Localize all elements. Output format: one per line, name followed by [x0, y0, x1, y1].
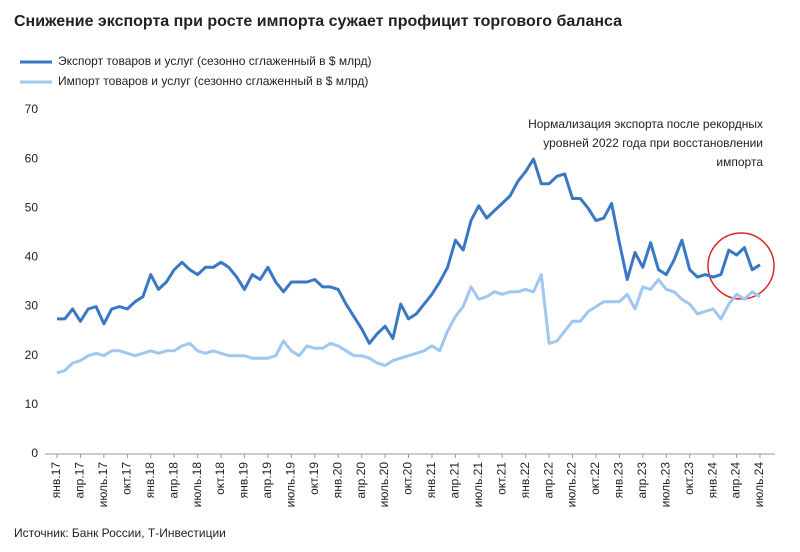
x-tick-label: июль.17	[96, 462, 110, 508]
annotation: импорта	[716, 155, 763, 169]
x-tick-label: окт.21	[494, 462, 508, 495]
y-tick-label: 70	[25, 102, 39, 116]
chart-title: Снижение экспорта при росте импорта сужа…	[14, 13, 622, 30]
y-tick-label: 30	[25, 299, 39, 313]
annotation: уровней 2022 года при восстановлении	[543, 136, 763, 150]
x-tick-label: янв.22	[518, 462, 532, 499]
x-tick-label: апр.18	[166, 462, 180, 499]
line-series	[56, 273, 761, 375]
y-tick-label: 40	[25, 250, 39, 264]
x-tick-label: апр.22	[541, 462, 555, 499]
x-tick-label: апр.20	[354, 462, 368, 499]
x-tick-label: апр.23	[635, 462, 649, 499]
x-tick-label: окт.18	[213, 462, 227, 495]
y-tick-label: 10	[25, 397, 39, 411]
y-tick-label: 0	[31, 446, 38, 460]
x-tick-label: янв.17	[49, 462, 63, 499]
x-tick-label: апр.21	[448, 462, 462, 499]
x-tick-label: янв.20	[330, 462, 344, 499]
x-tick-label: окт.19	[307, 462, 321, 495]
x-tick-label: апр.17	[73, 462, 87, 499]
y-tick-label: 60	[25, 151, 39, 165]
x-tick-label: июль.22	[565, 462, 579, 508]
x-tick-label: янв.21	[424, 462, 438, 499]
x-tick-label: янв.23	[612, 462, 626, 499]
x-tick-label: июль.23	[658, 462, 672, 508]
legend-label: Импорт товаров и услуг (сезонно сглаженн…	[58, 74, 368, 88]
source: Источник: Банк России, Т-Инвестиции	[14, 526, 226, 540]
y-tick-label: 50	[25, 200, 39, 214]
x-tick-label: янв.24	[705, 462, 719, 499]
x-tick-label: июль.21	[471, 462, 485, 508]
x-tick-label: апр.24	[729, 462, 743, 499]
x-tick-label: июль.19	[284, 462, 298, 508]
x-tick-label: окт.17	[119, 462, 133, 495]
x-tick-label: окт.22	[588, 462, 602, 495]
x-tick-label: июль.24	[752, 462, 766, 508]
x-tick-label: июль.18	[190, 462, 204, 508]
x-tick-label: окт.23	[682, 462, 696, 495]
x-tick-label: апр.19	[260, 462, 274, 499]
x-tick-label: июль.20	[377, 462, 391, 508]
highlight-circle	[707, 232, 775, 300]
legend-label: Экспорт товаров и услуг (сезонно сглажен…	[58, 54, 372, 68]
y-tick-label: 20	[25, 348, 39, 362]
x-tick-label: янв.18	[143, 462, 157, 499]
line-series	[57, 157, 761, 345]
annotation: Нормализация экспорта после рекордных	[528, 117, 763, 131]
x-tick-label: окт.20	[401, 462, 415, 495]
x-tick-label: янв.19	[237, 462, 251, 499]
